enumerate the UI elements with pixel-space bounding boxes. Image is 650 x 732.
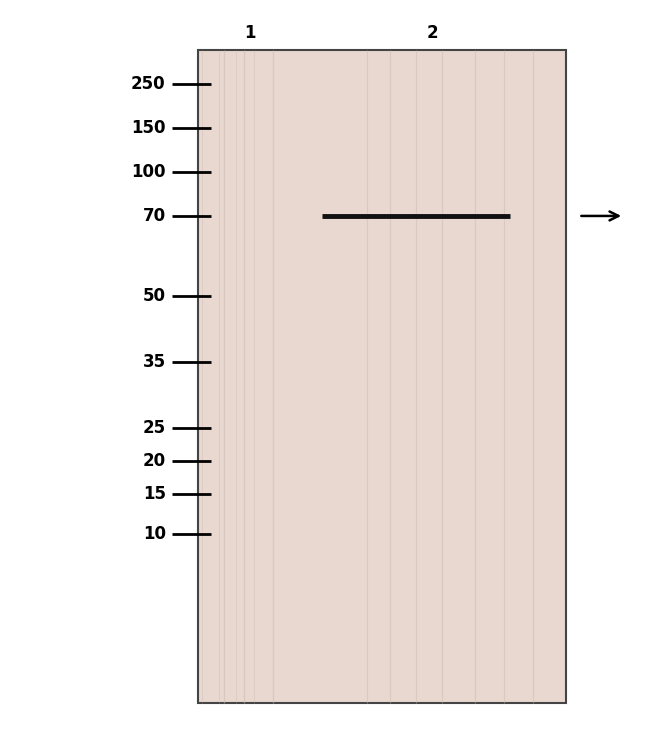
Text: 2: 2 xyxy=(426,24,438,42)
Bar xyxy=(198,50,566,703)
Text: 100: 100 xyxy=(131,163,166,181)
Text: 150: 150 xyxy=(131,119,166,137)
Text: 25: 25 xyxy=(142,419,166,437)
Text: 20: 20 xyxy=(142,452,166,470)
Text: 35: 35 xyxy=(142,354,166,371)
Text: 50: 50 xyxy=(143,288,166,305)
Text: 250: 250 xyxy=(131,75,166,93)
Text: 10: 10 xyxy=(143,526,166,543)
Text: 70: 70 xyxy=(142,207,166,225)
Text: 15: 15 xyxy=(143,485,166,503)
Text: 1: 1 xyxy=(244,24,256,42)
